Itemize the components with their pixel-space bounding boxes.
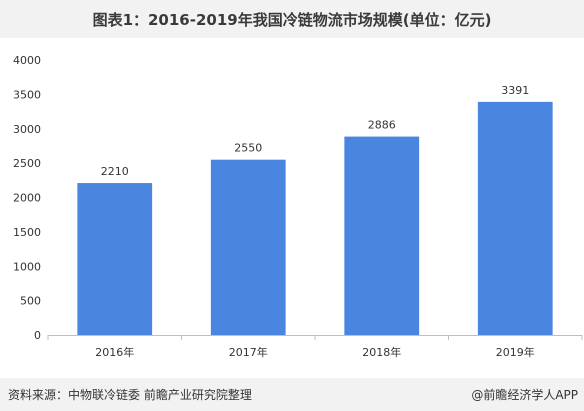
bar <box>210 159 286 335</box>
y-tick-label: 1000 <box>13 260 41 273</box>
y-axis: 0 500 1000 1500 2000 2500 3000 3500 4000 <box>13 54 41 342</box>
y-tick-label: 0 <box>34 329 41 342</box>
y-tick-label: 3000 <box>13 123 41 136</box>
x-tick-label: 2018年 <box>362 345 401 359</box>
x-axis: 2016年 2017年 2018年 2019年 <box>47 335 583 359</box>
y-tick-label: 4000 <box>13 54 41 67</box>
bar-chart: 0 500 1000 1500 2000 2500 3000 3500 4000 2210 255… <box>13 54 583 359</box>
y-tick-label: 1500 <box>13 226 41 239</box>
bars: 2210 2550 2886 3391 <box>77 84 553 336</box>
data-label: 2210 <box>101 165 129 178</box>
data-label: 2550 <box>234 142 262 155</box>
data-label: 3391 <box>501 84 529 97</box>
source-note: 资料来源：中物联冷链委 前瞻产业研究院整理 <box>8 388 252 402</box>
title-bar: 图表1：2016-2019年我国冷链物流市场规模(单位：亿元) <box>0 0 584 38</box>
bar <box>344 136 420 335</box>
y-tick-label: 3500 <box>13 88 41 101</box>
data-label: 2886 <box>368 119 396 132</box>
x-tick-label: 2019年 <box>496 345 535 359</box>
y-tick-label: 500 <box>20 295 41 308</box>
bar <box>77 183 153 335</box>
x-tick-label: 2016年 <box>95 345 134 359</box>
x-tick-label: 2017年 <box>229 345 268 359</box>
y-tick-label: 2000 <box>13 192 41 205</box>
chart-title: 图表1：2016-2019年我国冷链物流市场规模(单位：亿元) <box>92 10 492 29</box>
bar <box>477 101 553 336</box>
brand-credit: @前瞻经济学人APP <box>471 388 578 402</box>
y-tick-label: 2500 <box>13 157 41 170</box>
footer: 资料来源：中物联冷链委 前瞻产业研究院整理 @前瞻经济学人APP <box>0 378 584 411</box>
